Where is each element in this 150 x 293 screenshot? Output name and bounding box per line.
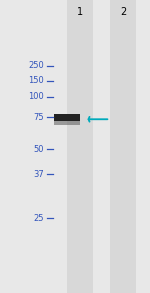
Text: 75: 75 (34, 113, 44, 122)
Text: 2: 2 (120, 7, 126, 17)
Text: 37: 37 (33, 170, 44, 179)
Bar (54, 121, 80, 125)
Bar (67, 0, 93, 293)
Text: 150: 150 (28, 76, 44, 85)
Bar (54, 114, 80, 121)
Text: 25: 25 (34, 214, 44, 223)
Bar (110, 0, 136, 293)
Text: 100: 100 (28, 92, 44, 101)
Text: 1: 1 (77, 7, 83, 17)
Text: 50: 50 (34, 145, 44, 154)
Text: 250: 250 (28, 62, 44, 70)
